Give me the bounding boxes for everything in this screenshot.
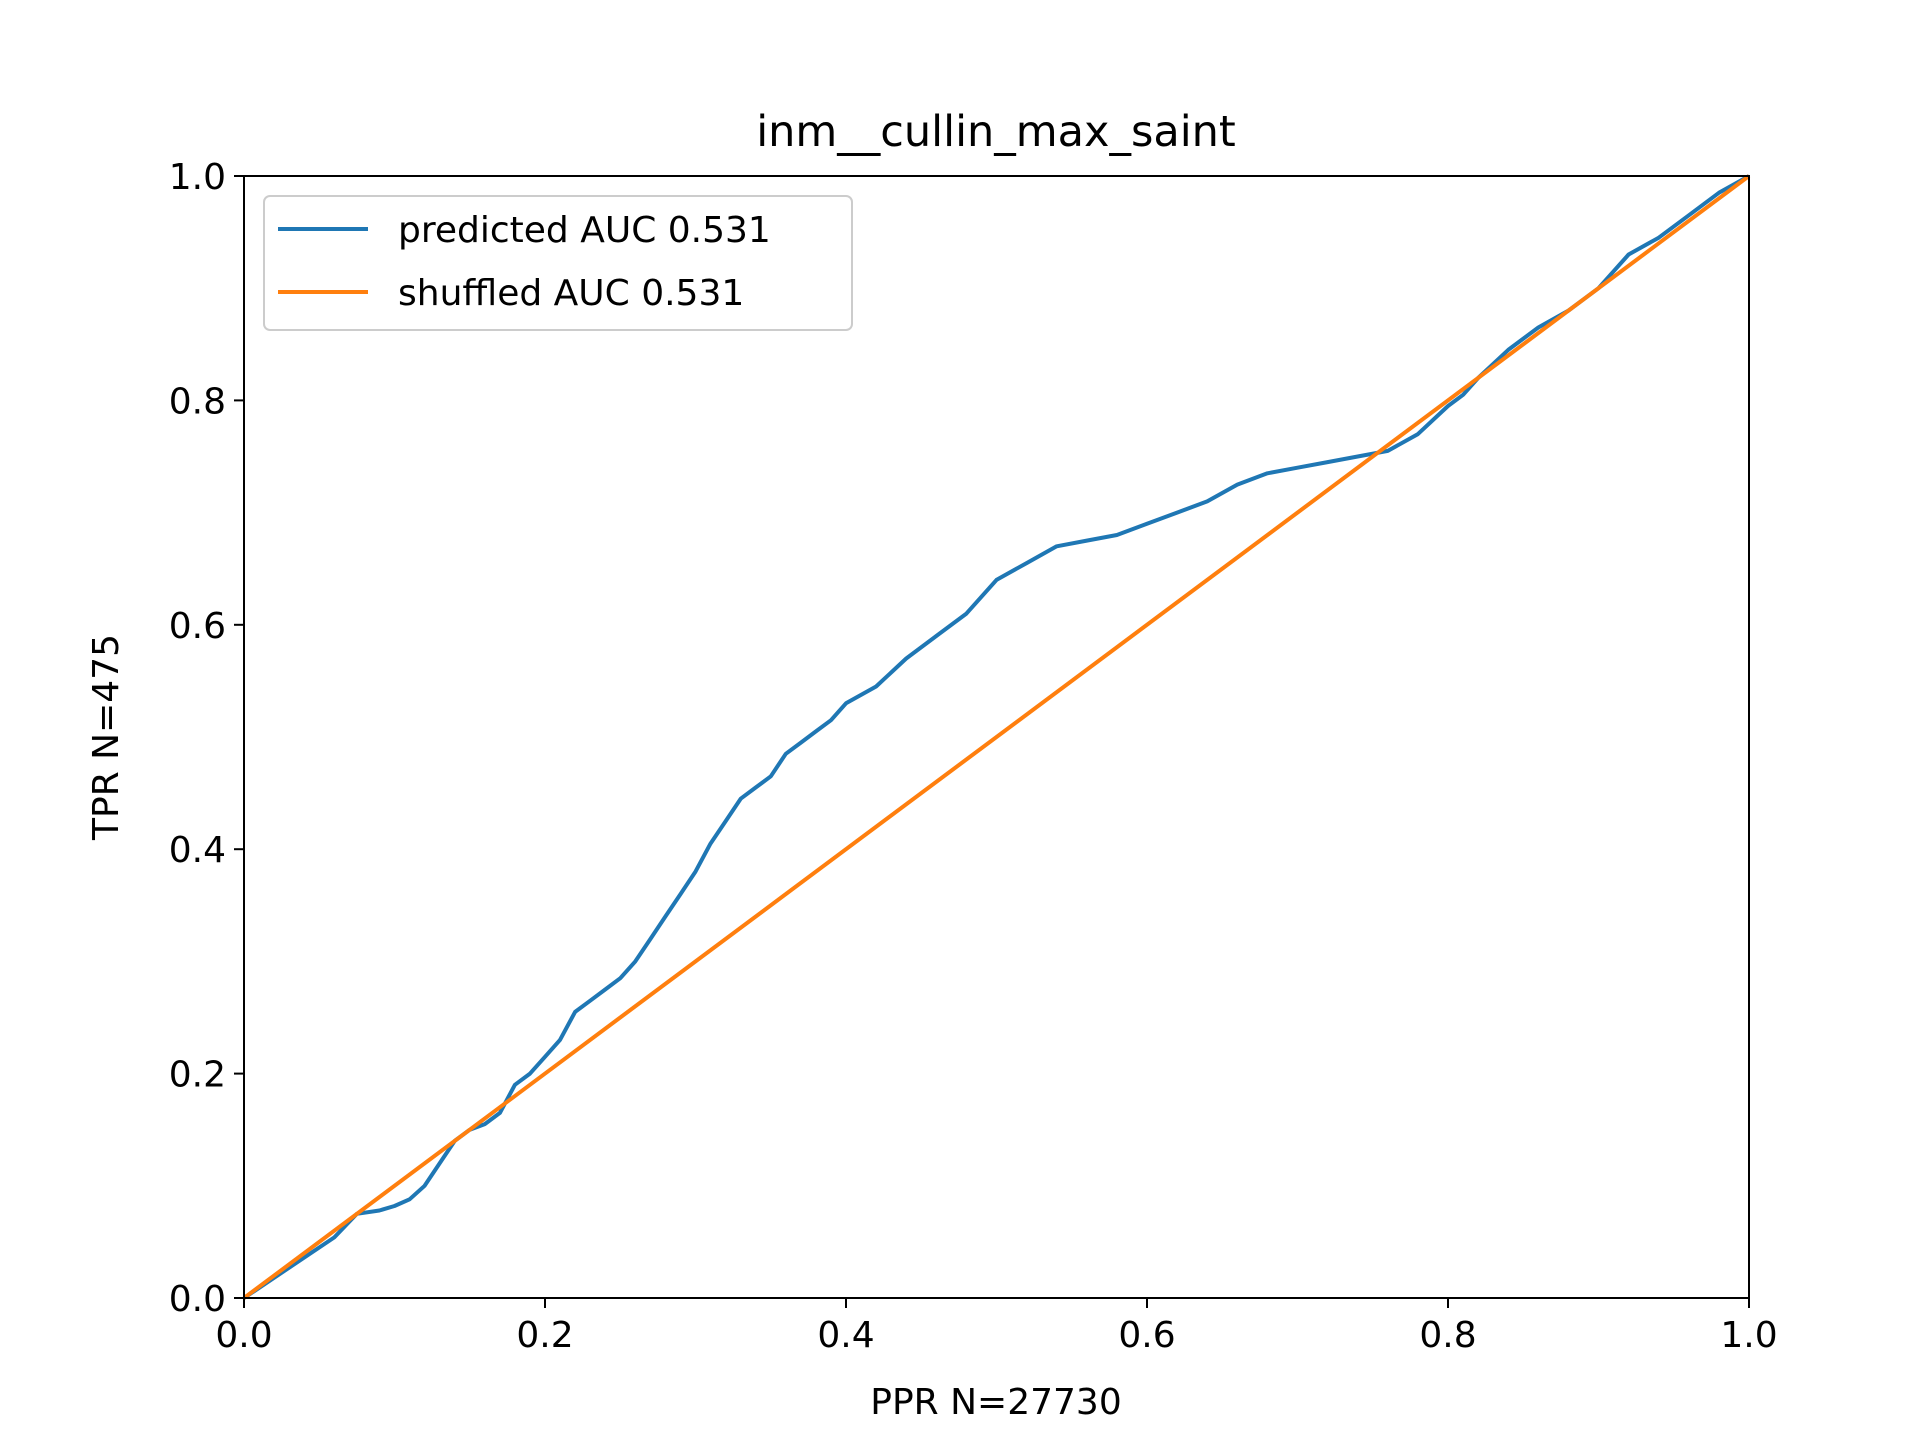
series-line-predicted <box>242 174 1750 1300</box>
chart-title: inm__cullin_max_saint <box>756 107 1236 157</box>
x-tick-label: 0.6 <box>1118 1315 1175 1356</box>
y-axis-ticks: 0.0 0.2 0.4 0.6 0.8 1.0 <box>169 157 244 1320</box>
x-tick-label: 0.2 <box>516 1315 573 1356</box>
y-tick-label: 0.6 <box>169 606 226 647</box>
y-tick-label: 0.2 <box>169 1055 226 1096</box>
legend-box <box>263 195 853 331</box>
x-tick-label: 0.4 <box>817 1315 874 1356</box>
y-tick-label: 0.4 <box>169 830 226 871</box>
y-tick-label: 1.0 <box>169 157 226 198</box>
legend: predicted AUC 0.531 shuffled AUC 0.531 <box>263 195 853 331</box>
y-tick-label: 0.8 <box>169 381 226 422</box>
x-tick-label: 0.0 <box>215 1315 272 1356</box>
x-tick-label: 0.8 <box>1419 1315 1476 1356</box>
series-layer <box>242 174 1751 1300</box>
x-tick-label: 1.0 <box>1720 1315 1777 1356</box>
y-axis-label: TPR N=475 <box>86 634 127 841</box>
series-line-shuffled <box>242 174 1751 1300</box>
x-axis-ticks: 0.0 0.2 0.4 0.6 0.8 1.0 <box>215 1298 1778 1356</box>
x-axis-label: PPR N=27730 <box>870 1382 1122 1423</box>
legend-label-predicted: predicted AUC 0.531 <box>398 210 771 251</box>
y-tick-label: 0.0 <box>169 1279 226 1320</box>
plot-frame <box>243 175 1750 1299</box>
legend-label-shuffled: shuffled AUC 0.531 <box>398 273 744 314</box>
